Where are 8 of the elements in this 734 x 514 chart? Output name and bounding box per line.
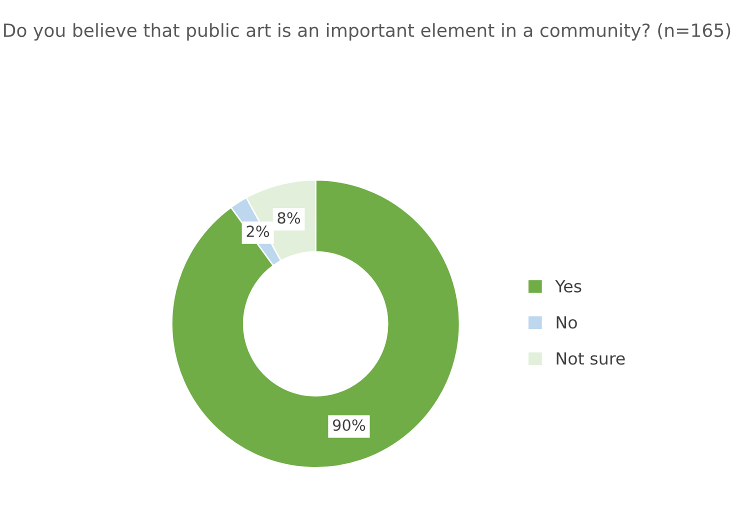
- data-label: 8%: [278, 212, 300, 224]
- chart-title: Do you believe that public art is an important element in a community? (n=165): [4, 23, 730, 41]
- data-label: 90%: [332, 419, 366, 431]
- data-label: 2%: [246, 226, 270, 238]
- legend-label: Not sure: [556, 352, 625, 365]
- legend-label: Yes: [555, 280, 582, 293]
- legend-label: No: [556, 316, 577, 329]
- donut-slice: [171, 179, 460, 468]
